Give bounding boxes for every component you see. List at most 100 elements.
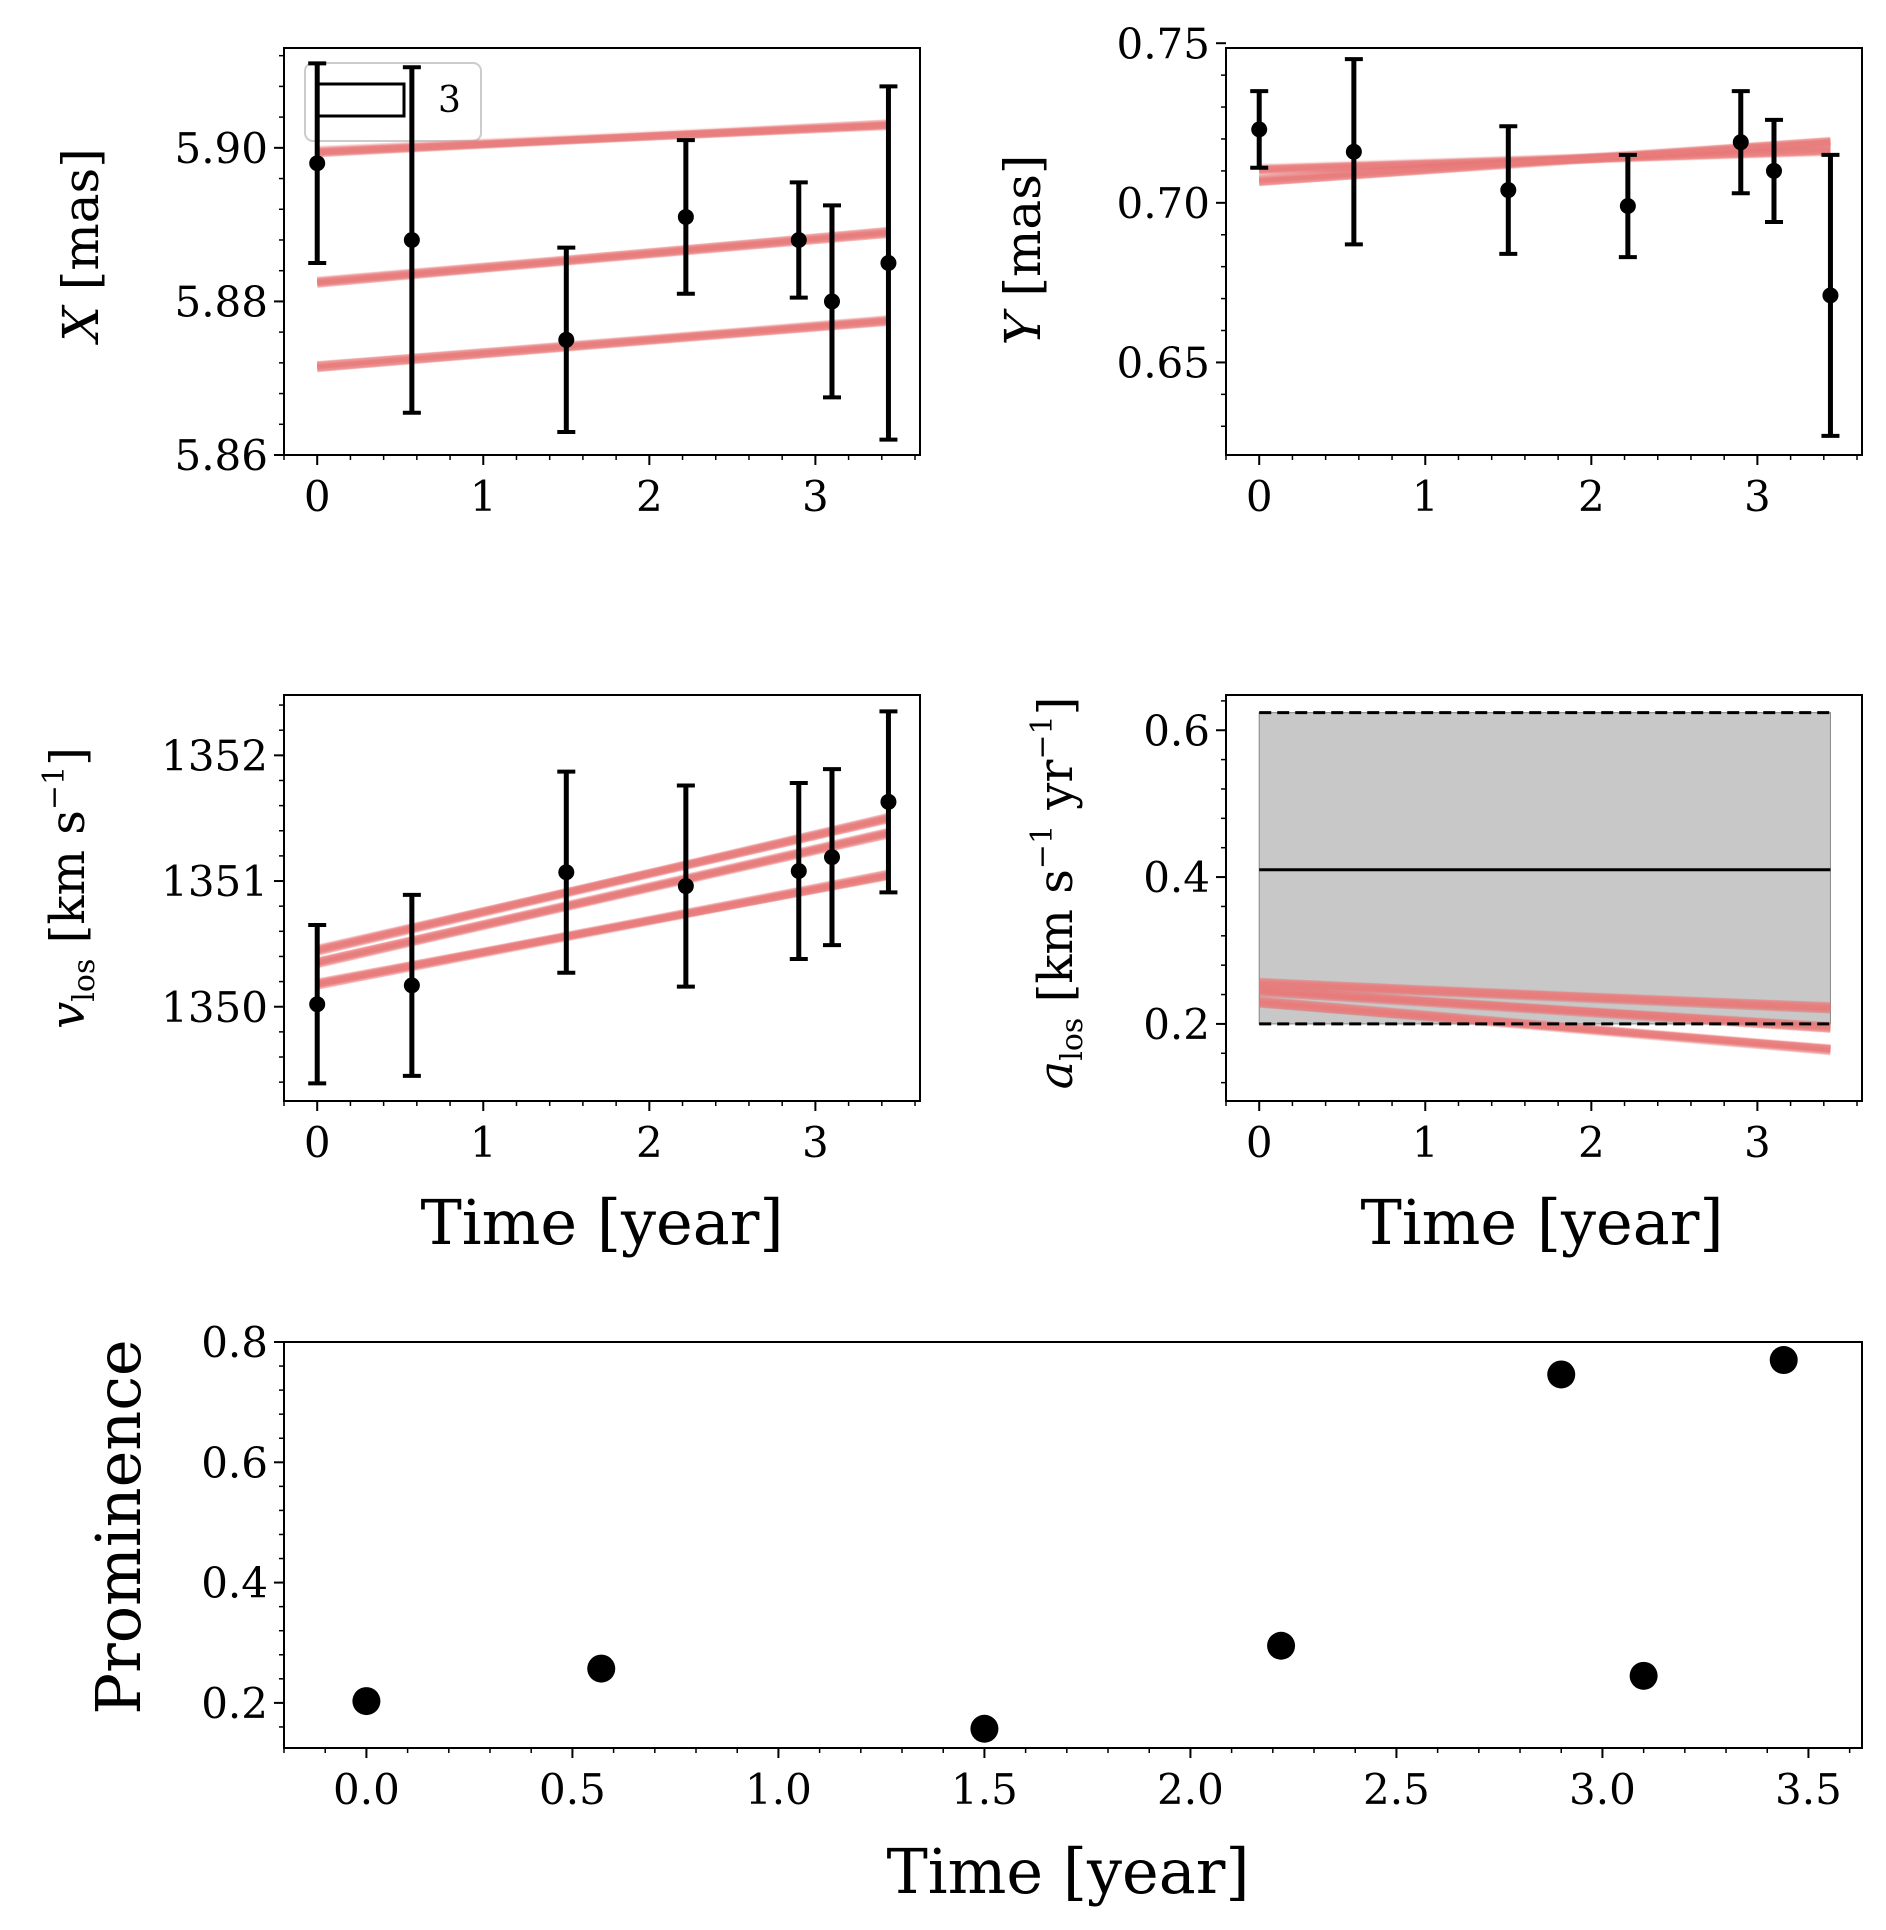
- x-tick-label: 0: [1246, 1118, 1273, 1167]
- model-line: [1259, 979, 1831, 1009]
- model-line: [1259, 979, 1831, 1014]
- ylabel-vlos-unit: [km s: [40, 810, 96, 943]
- model-line: [1258, 996, 1831, 1052]
- model-line: [1259, 989, 1831, 1030]
- data-point: [558, 331, 575, 348]
- legend-swatch: [316, 82, 406, 118]
- xlabel-alos: Time [year]: [1360, 1186, 1723, 1259]
- plot-area-alos: [1258, 711, 1831, 1056]
- plot-vlos: 0 1 2 3 1350 1351 1352: [161, 694, 921, 1167]
- y-tick-label: 0.4: [1143, 853, 1210, 902]
- y-tick-label: 0.70: [1116, 179, 1210, 228]
- data-point: [1345, 143, 1362, 160]
- model-line: [1259, 982, 1831, 1011]
- model-line: [1258, 986, 1831, 1030]
- model-line: [1258, 996, 1831, 1053]
- model-line: [1259, 982, 1831, 1014]
- model-line: [1258, 989, 1831, 1032]
- ylabel-y-unit: [mas]: [994, 155, 1052, 297]
- y-tick-label: 0.2: [1143, 1000, 1210, 1049]
- model-line: [1258, 997, 1831, 1055]
- model-line: [1258, 1000, 1831, 1052]
- model-line: [1259, 977, 1831, 1010]
- ylabel-vlos-sup: −1: [37, 766, 72, 810]
- model-band-0: [1259, 977, 1831, 1014]
- data-point: [1765, 162, 1782, 179]
- model-line: [1258, 1000, 1831, 1055]
- panel-vlos: vlos [km s−1] Time [year]: [37, 747, 784, 1259]
- data-point: [1267, 1631, 1296, 1660]
- model-line: [1258, 996, 1831, 1055]
- data-point: [558, 864, 575, 881]
- model-line: [1259, 979, 1831, 1013]
- model-line: [1259, 987, 1831, 1029]
- ylabel-x-unit: [mas]: [52, 148, 110, 290]
- model-line: [1258, 997, 1831, 1052]
- model-line: [1258, 986, 1831, 1032]
- model-line: [1259, 988, 1831, 1030]
- plot-alos: 0 1 2 3 0.2 0.4 0.6: [1143, 694, 1863, 1167]
- x-tick-label: 1: [1412, 1118, 1439, 1167]
- model-line: [1258, 987, 1831, 1030]
- model-line: [1258, 986, 1831, 1032]
- x-tick-label: 3.5: [1775, 1765, 1842, 1814]
- model-line: [1258, 998, 1831, 1054]
- model-line: [1258, 999, 1831, 1054]
- model-line: [1259, 980, 1831, 1014]
- model-line: [1259, 988, 1831, 1030]
- model-line: [1259, 989, 1831, 1030]
- model-line: [1259, 982, 1831, 1011]
- model-line: [1258, 986, 1831, 1032]
- model-line: [1259, 978, 1831, 1012]
- model-line: [1259, 981, 1831, 1010]
- svg-text:alos [km s−1 yr−1]: alos [km s−1 yr−1]: [1025, 697, 1090, 1090]
- y-tick-label: 1350: [161, 983, 268, 1032]
- model-line: [1258, 985, 1831, 1032]
- model-line: [1258, 999, 1831, 1055]
- ylabel-prominence-text: Prominence: [82, 1339, 155, 1714]
- model-line: [1259, 988, 1831, 1030]
- axes-frame-prominence: [283, 1341, 1863, 1749]
- model-line: [1258, 1000, 1831, 1053]
- y-tick-label: 5.90: [174, 124, 268, 173]
- ylabel-alos-main: a: [1028, 1061, 1084, 1090]
- data-point: [403, 231, 420, 248]
- model-line: [1258, 985, 1831, 1033]
- x-tick-label: 0: [304, 1118, 331, 1167]
- model-line: [1259, 987, 1831, 1029]
- data-point: [823, 293, 840, 310]
- y-tick-label: 5.88: [174, 278, 268, 327]
- model-line: [1258, 985, 1831, 1031]
- y-tick-label: 0.6: [1143, 706, 1210, 755]
- data-point: [1619, 198, 1636, 215]
- data-point: [1822, 287, 1839, 304]
- model-line: [1259, 977, 1831, 1012]
- model-line: [1258, 1000, 1831, 1052]
- x-tick-label: 3: [802, 472, 829, 521]
- ylabel-alos-sup: −1: [1025, 825, 1060, 869]
- panel-alos: alos [km s−1 yr−1] Time [year]: [1025, 697, 1724, 1259]
- ylabel-prominence: Prominence: [82, 1339, 155, 1714]
- model-line: [1259, 979, 1831, 1014]
- x-tick-label: 0: [304, 472, 331, 521]
- model-line: [1259, 977, 1831, 1013]
- data-point: [1500, 182, 1517, 199]
- x-tick-label: 3: [802, 1118, 829, 1167]
- model-line: [1259, 981, 1831, 1014]
- model-band-2: [1258, 996, 1831, 1056]
- model-band-2: [316, 314, 889, 373]
- panel-x: X [mas] 3: [52, 62, 482, 346]
- y-tick-label: 0.65: [1116, 339, 1210, 388]
- data-point: [880, 255, 897, 272]
- model-line: [1259, 980, 1831, 1010]
- ylabel-vlos-main: v: [40, 1002, 96, 1029]
- model-line: [1258, 996, 1831, 1054]
- panel-y: Y [mas]: [994, 155, 1052, 346]
- y-tick-label: 1351: [161, 857, 268, 906]
- model-line: [316, 319, 889, 372]
- model-line: [1259, 978, 1831, 1010]
- model-line: [1258, 1000, 1831, 1052]
- model-line: [1258, 999, 1831, 1053]
- model-line: [1258, 1000, 1831, 1056]
- model-line: [1259, 978, 1831, 1011]
